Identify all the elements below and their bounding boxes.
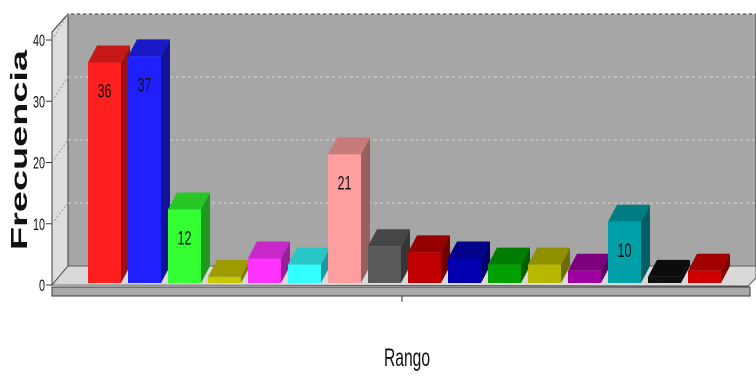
bar-3-top <box>168 192 210 210</box>
bar-7-side <box>361 137 370 283</box>
bar-6-top <box>288 247 330 265</box>
data-label-3: 12 <box>178 229 192 250</box>
gridline-side-30 <box>51 76 69 102</box>
data-label-2: 37 <box>138 75 152 96</box>
bar-3-side <box>201 192 210 283</box>
bar-1-top <box>88 45 130 63</box>
bar-11-front <box>488 264 521 283</box>
y-tick-label-30: 30 <box>33 92 45 111</box>
bar-13-side <box>601 253 610 283</box>
bar-13 <box>568 253 610 283</box>
y-tick-label-40: 40 <box>33 31 45 50</box>
bar-12-top <box>528 247 570 265</box>
bar-11-top <box>488 247 530 265</box>
bar-5-side <box>281 241 290 283</box>
y-axis: 0 10 20 30 40 <box>33 31 52 295</box>
data-label-14: 10 <box>618 241 632 262</box>
bar-9-front <box>408 252 441 283</box>
bar-13-top <box>568 253 610 271</box>
bar-11-side <box>521 247 530 283</box>
bar-16 <box>688 253 730 283</box>
bar-9 <box>408 235 450 283</box>
bar-14: 10 <box>608 204 650 283</box>
bar-16-front <box>688 270 721 283</box>
bar-4 <box>208 259 250 283</box>
bar-8-front <box>368 246 401 283</box>
gridline-side-20 <box>51 139 69 163</box>
bar-1: 36 <box>88 45 130 283</box>
bar-12 <box>528 247 570 283</box>
bar-9-side <box>441 235 450 283</box>
bar-15-side <box>681 259 690 283</box>
bar-2-top <box>128 39 170 57</box>
bar-13-front <box>568 270 601 283</box>
data-label-7: 21 <box>338 173 352 194</box>
bar-8-side <box>401 229 410 283</box>
bar-4-front <box>208 276 241 283</box>
bar-12-side <box>561 247 570 283</box>
bar-10-front <box>448 258 481 283</box>
bar-10 <box>448 241 490 283</box>
x-axis-title: Rango <box>384 344 430 372</box>
bar-14-front <box>608 221 641 283</box>
y-tick-label-10: 10 <box>33 215 45 234</box>
bar-16-top <box>688 253 730 271</box>
gridline-side-40 <box>51 13 69 41</box>
bar-5-front <box>248 258 281 283</box>
bar-11 <box>488 247 530 283</box>
bar-2: 37 <box>128 39 170 283</box>
bar-6 <box>288 247 330 283</box>
floor-front-edge <box>51 286 751 297</box>
bar-6-front <box>288 264 321 283</box>
gridline-side-10 <box>51 202 69 225</box>
bar-4-side <box>241 259 250 283</box>
data-label-1: 36 <box>98 82 112 103</box>
bar-15-front <box>648 276 681 283</box>
bars: 36 37 12 21 10 <box>88 39 730 283</box>
bar-7-top <box>328 137 370 155</box>
bar-9-top <box>408 235 450 253</box>
left-wall <box>51 12 69 287</box>
bar-8 <box>368 229 410 283</box>
bar-3-front <box>168 209 201 283</box>
bar-10-side <box>481 241 490 283</box>
bar-14-top <box>608 204 650 222</box>
y-tick-label-20: 20 <box>33 154 45 173</box>
bar-8-top <box>368 229 410 247</box>
bar-16-side <box>721 253 730 283</box>
bar-5 <box>248 241 290 283</box>
bar-5-top <box>248 241 290 259</box>
bar-2-side <box>161 39 170 283</box>
bar-15 <box>648 259 690 283</box>
bar-14-side <box>641 204 650 283</box>
bar-7: 21 <box>328 137 370 283</box>
bar-3: 12 <box>168 192 210 283</box>
y-tick-label-0: 0 <box>39 276 45 295</box>
y-axis-title: Frecuencia <box>6 50 32 250</box>
bar-7-front <box>328 154 361 283</box>
bar-12-front <box>528 264 561 283</box>
bar-15-top <box>648 259 690 277</box>
bar-1-side <box>121 45 130 283</box>
bar-4-top <box>208 259 250 277</box>
bar-1-front <box>88 62 121 283</box>
bar-2-front <box>128 56 161 283</box>
bar-6-side <box>321 247 330 283</box>
bar-10-top <box>448 241 490 259</box>
